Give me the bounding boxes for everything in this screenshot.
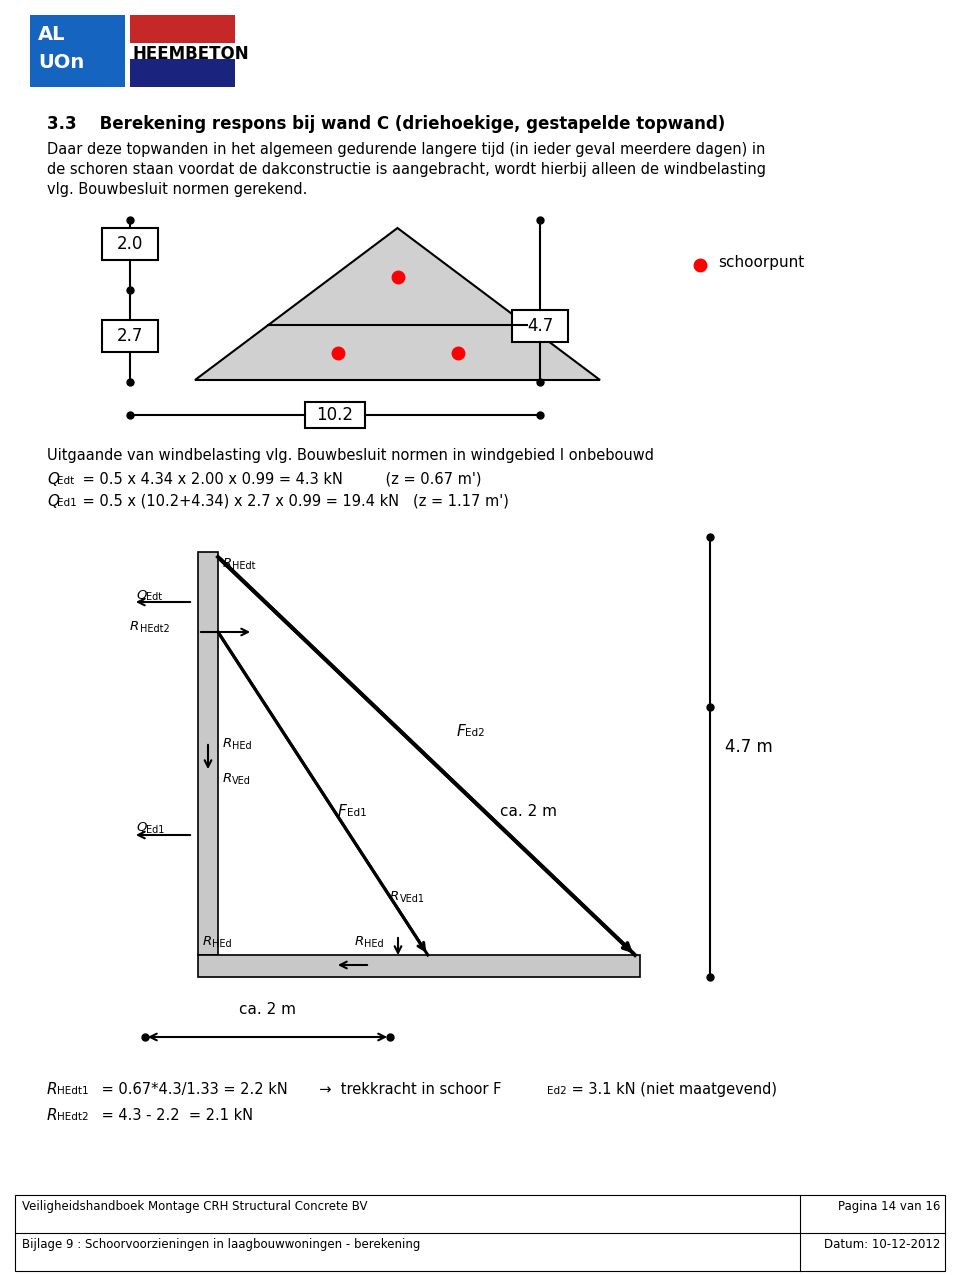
- Text: = 4.3 - 2.2  = 2.1 kN: = 4.3 - 2.2 = 2.1 kN: [97, 1108, 253, 1123]
- Text: 4.7: 4.7: [527, 317, 553, 335]
- Text: de schoren staan voordat de dakconstructie is aangebracht, wordt hierbij alleen : de schoren staan voordat de dakconstruct…: [47, 162, 766, 177]
- Bar: [130, 59, 235, 87]
- Text: F: F: [338, 803, 347, 819]
- Bar: [102, 320, 158, 352]
- Text: 4.7 m: 4.7 m: [725, 738, 773, 756]
- Text: R: R: [47, 1082, 58, 1096]
- Text: (z = 0.67 m'): (z = 0.67 m'): [330, 472, 482, 487]
- Text: Veiligheidshandboek Montage CRH Structural Concrete BV: Veiligheidshandboek Montage CRH Structur…: [22, 1200, 368, 1213]
- Text: Daar deze topwanden in het algemeen gedurende langere tijd (in ieder geval meerd: Daar deze topwanden in het algemeen gedu…: [47, 142, 765, 157]
- Text: 3.3    Berekening respons bij wand C (driehoekige, gestapelde topwand): 3.3 Berekening respons bij wand C (drieh…: [47, 115, 725, 133]
- Bar: [305, 402, 365, 428]
- Text: Bijlage 9 : Schoorvoorzieningen in laagbouwwoningen - berekening: Bijlage 9 : Schoorvoorzieningen in laagb…: [22, 1238, 420, 1251]
- Text: = 3.1 kN (niet maatgevend): = 3.1 kN (niet maatgevend): [567, 1082, 777, 1096]
- Text: = 0.5 x 4.34 x 2.00 x 0.99 = 4.3 kN: = 0.5 x 4.34 x 2.00 x 0.99 = 4.3 kN: [78, 472, 343, 487]
- Text: Edt: Edt: [146, 592, 162, 602]
- Text: Edt: Edt: [57, 476, 74, 486]
- Bar: [102, 228, 158, 260]
- Text: Datum: 10-12-2012: Datum: 10-12-2012: [824, 1238, 940, 1251]
- Text: →  trekkracht in schoor F: → trekkracht in schoor F: [310, 1082, 501, 1096]
- Text: Ed1: Ed1: [57, 499, 77, 507]
- Bar: [30, 15, 125, 87]
- Text: Ed1: Ed1: [347, 808, 367, 819]
- Text: Q: Q: [47, 493, 59, 509]
- Text: HEdt: HEdt: [232, 561, 255, 571]
- Text: HEEMBETON: HEEMBETON: [132, 45, 249, 62]
- Text: VEd1: VEd1: [400, 894, 425, 904]
- Text: R: R: [223, 771, 232, 785]
- Bar: [130, 15, 235, 43]
- Text: R: R: [355, 935, 364, 949]
- Text: VEd: VEd: [232, 776, 251, 785]
- Text: 10.2: 10.2: [317, 405, 353, 425]
- Text: = 0.67*4.3/1.33 = 2.2 kN: = 0.67*4.3/1.33 = 2.2 kN: [97, 1082, 288, 1096]
- Text: HEd: HEd: [212, 938, 231, 949]
- Text: R: R: [130, 620, 139, 632]
- Text: R: R: [47, 1108, 58, 1123]
- Text: R: R: [223, 737, 232, 750]
- Text: vlg. Bouwbesluit normen gerekend.: vlg. Bouwbesluit normen gerekend.: [47, 182, 307, 198]
- Text: 2.0: 2.0: [117, 235, 143, 252]
- Text: Ed1: Ed1: [146, 825, 164, 835]
- Text: schoorpunt: schoorpunt: [718, 255, 804, 269]
- Text: Uitgaande van windbelasting vlg. Bouwbesluit normen in windgebied I onbebouwd: Uitgaande van windbelasting vlg. Bouwbes…: [47, 448, 654, 463]
- Text: Pagina 14 van 16: Pagina 14 van 16: [838, 1200, 940, 1213]
- Text: ca. 2 m: ca. 2 m: [500, 803, 557, 819]
- Bar: [512, 310, 568, 342]
- Text: Q: Q: [136, 821, 146, 834]
- Polygon shape: [195, 228, 600, 380]
- Text: HEd: HEd: [232, 741, 252, 751]
- Text: ca. 2 m: ca. 2 m: [239, 1002, 296, 1017]
- Text: Q: Q: [47, 472, 59, 487]
- Text: 2.7: 2.7: [117, 326, 143, 346]
- Text: = 0.5 x (10.2+4.34) x 2.7 x 0.99 = 19.4 kN   (z = 1.17 m'): = 0.5 x (10.2+4.34) x 2.7 x 0.99 = 19.4 …: [78, 493, 509, 509]
- Text: HEdt1: HEdt1: [57, 1086, 88, 1096]
- Text: HEdt2: HEdt2: [140, 623, 170, 634]
- Text: F: F: [457, 723, 466, 738]
- Text: R: R: [203, 935, 212, 949]
- Bar: [15, 1195, 945, 1271]
- Text: HEd: HEd: [364, 938, 384, 949]
- Text: AL: AL: [38, 26, 65, 45]
- Text: UOn: UOn: [38, 54, 84, 71]
- Bar: [198, 955, 640, 977]
- Text: Ed2: Ed2: [466, 728, 485, 738]
- Bar: [198, 552, 218, 955]
- Text: R: R: [223, 557, 232, 570]
- Text: R: R: [390, 890, 399, 903]
- Text: Ed2: Ed2: [547, 1086, 566, 1096]
- Text: HEdt2: HEdt2: [57, 1112, 88, 1122]
- Text: Q: Q: [136, 588, 146, 601]
